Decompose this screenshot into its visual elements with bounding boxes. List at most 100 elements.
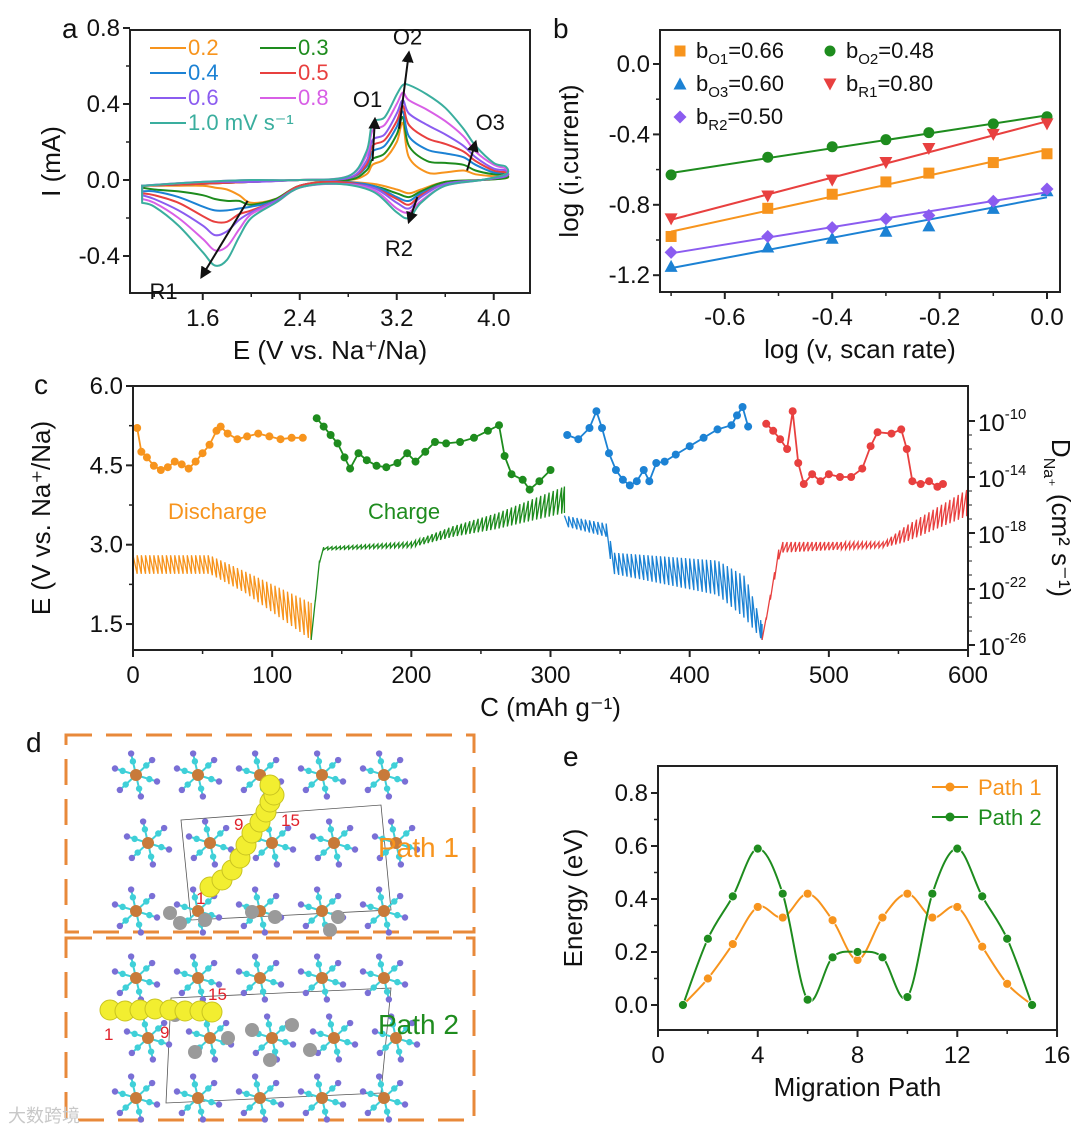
carbon-atom — [253, 961, 261, 968]
y-tick-label: 0.0 — [617, 51, 650, 78]
data-point-R2 — [986, 194, 1000, 208]
energy-curve-2 — [682, 847, 1034, 1006]
carbon-atom — [205, 898, 212, 905]
iron-atom — [254, 972, 266, 984]
data-point-O3 — [986, 201, 1000, 214]
diffusion-point — [191, 457, 200, 466]
carbon-atom — [403, 1025, 410, 1032]
gitt-curve-discharge-2 — [563, 515, 763, 640]
carbon-atom — [395, 1048, 403, 1055]
panel-d-migration-structures: 9 15 1 Path 1 15 1 9 Path 2 — [64, 733, 476, 1123]
carbon-atom — [367, 903, 374, 911]
nitrogen-atom — [116, 922, 124, 930]
nitrogen-atom — [153, 1101, 161, 1108]
nitrogen-atom — [123, 1028, 131, 1035]
nitrogen-atom — [123, 833, 131, 840]
arrow-R2 — [406, 196, 419, 225]
nitrogen-atom — [284, 824, 292, 832]
carbon-atom — [220, 843, 227, 851]
nitrogen-atom — [201, 818, 209, 825]
carbon-atom — [181, 903, 188, 911]
nitrogen-atom — [335, 1056, 343, 1063]
carbon-atom — [181, 767, 188, 775]
carbon-atom — [271, 1048, 279, 1055]
y-tick-label: 6.0 — [90, 373, 123, 400]
nitrogen-atom — [165, 1041, 173, 1048]
carbon-atom — [391, 898, 398, 905]
diffusion-line-discharge-1 — [136, 425, 303, 472]
diffusion-point — [546, 466, 555, 474]
data-point-O2 — [762, 151, 774, 163]
nitrogen-atom — [375, 750, 383, 757]
sodium-atom — [268, 910, 282, 924]
carbon-atom — [320, 1044, 327, 1051]
data-point-R2 — [664, 245, 678, 259]
nitrogen-atom — [199, 929, 207, 936]
nitrogen-atom — [173, 765, 181, 772]
nitrogen-atom — [309, 833, 317, 840]
nitrogen-atom — [401, 914, 409, 921]
diffusion-point — [816, 477, 825, 486]
panel-label-e: e — [563, 741, 579, 772]
nitrogen-atom — [222, 824, 230, 832]
diffusion-point — [177, 460, 186, 469]
nitrogen-atom — [364, 989, 372, 997]
gitt-curve-charge-2 — [761, 489, 969, 641]
diffusion-line-charge-1 — [316, 417, 552, 491]
nitrogen-atom — [397, 1056, 405, 1063]
nitrogen-atom — [314, 854, 322, 862]
data-point-R2 — [922, 208, 936, 222]
diffusion-point — [671, 450, 680, 459]
carbon-atom — [406, 843, 413, 851]
carbon-atom — [308, 781, 315, 788]
carbon-atom — [389, 1021, 397, 1028]
carbon-atom — [332, 1098, 339, 1106]
y-tick-label: -0.4 — [79, 243, 120, 270]
nitrogen-atom — [189, 886, 197, 893]
nitrogen-atom — [385, 793, 393, 800]
nitrogen-atom — [210, 756, 218, 764]
nitrogen-atom — [272, 1079, 280, 1087]
nitrogen-atom — [272, 756, 280, 764]
x-tick-label: 400 — [670, 662, 710, 689]
fit-line-R2 — [670, 191, 1048, 255]
data-point-O1 — [923, 167, 935, 179]
nitrogen-atom — [215, 914, 223, 921]
dashed-box — [64, 733, 476, 934]
x-tick-label: 4.0 — [477, 305, 510, 332]
diffusion-point — [835, 473, 844, 481]
x-tick-label: 100 — [252, 662, 292, 689]
carbon-atom — [327, 826, 335, 833]
carbon-atom — [315, 1081, 323, 1088]
dashed-box — [64, 936, 476, 1122]
nitrogen-atom — [251, 1073, 259, 1080]
nitrogen-atom — [252, 1049, 260, 1057]
x-tick-label: 0.0 — [1030, 304, 1063, 331]
carbon-atom — [305, 1090, 312, 1098]
site-label: 15 — [208, 985, 227, 1004]
carbon-atom — [131, 835, 138, 843]
diffusion-point — [632, 477, 641, 486]
fit-line-O2 — [670, 114, 1048, 174]
carbon-atom — [271, 853, 279, 860]
diffusion-point — [403, 449, 412, 458]
nitrogen-atom — [251, 886, 259, 893]
legend-label-O3: bO3=0.60 — [696, 71, 784, 101]
nitrogen-atom — [334, 756, 342, 764]
unit-cell — [180, 804, 392, 921]
energy-point — [827, 952, 838, 963]
diffusion-point — [421, 447, 430, 456]
diffusion-point — [592, 407, 601, 416]
energy-point — [927, 912, 938, 923]
nitrogen-atom — [387, 1013, 395, 1020]
energy-point — [777, 912, 788, 923]
arrow-R1 — [200, 200, 249, 279]
legend-label-R2: bR2=0.50 — [696, 104, 783, 134]
nitrogen-atom — [235, 765, 243, 772]
carbon-atom — [389, 826, 397, 833]
data-point-R1 — [879, 157, 893, 170]
nitrogen-atom — [371, 833, 379, 840]
diffusion-point — [233, 435, 242, 444]
data-point-O3 — [825, 231, 839, 244]
diffusion-point — [483, 426, 492, 435]
